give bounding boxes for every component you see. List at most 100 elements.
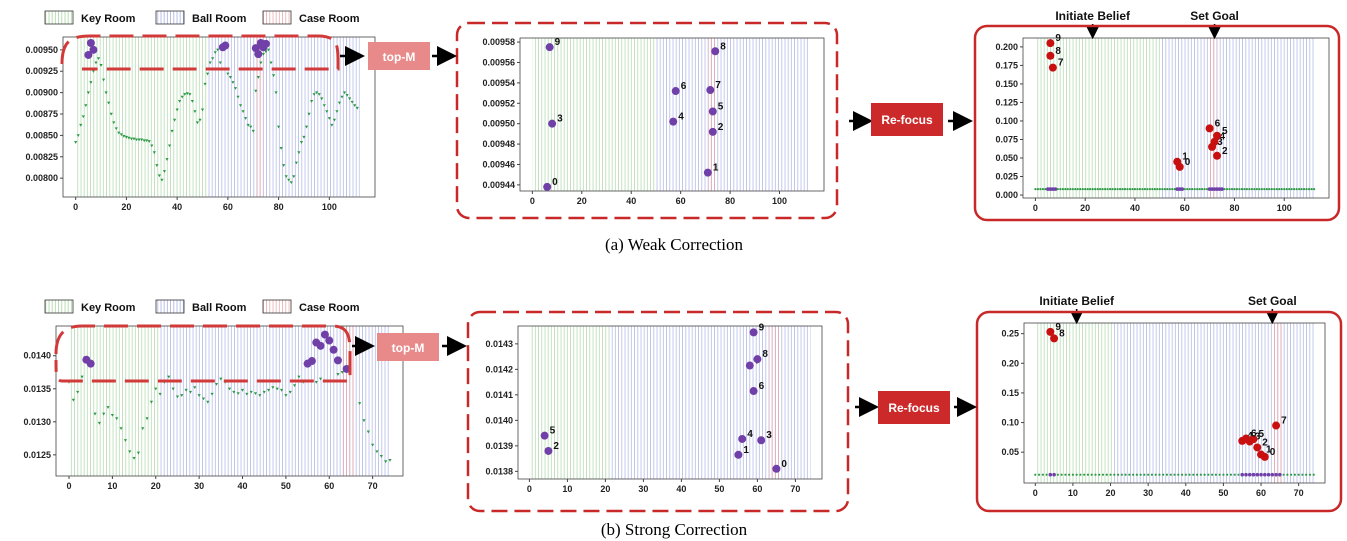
y-tick-label: 0.0139 — [485, 441, 513, 451]
data-point — [348, 97, 352, 101]
y-tick-label: 0.00952 — [482, 98, 515, 108]
baseline-point — [1280, 188, 1283, 191]
data-point — [330, 123, 334, 127]
baseline-point — [1238, 188, 1241, 191]
data-point — [708, 127, 717, 136]
x-tick-label: 80 — [725, 196, 735, 206]
region-key-room — [1035, 323, 1115, 483]
baseline-point — [1148, 188, 1151, 191]
region-case-room — [255, 37, 264, 197]
chart-strong-left: 0 10 20 30 40 50 60 70 0.0125 0.0130 0.0135 0.0140 — [23, 325, 404, 491]
baseline-point — [1056, 188, 1059, 191]
point-label: 4 — [747, 429, 753, 440]
region-case-room — [1209, 38, 1218, 198]
y-tick-label: 0.0138 — [485, 466, 513, 476]
point-label: 7 — [1058, 58, 1064, 69]
data-point — [269, 61, 273, 65]
data-point — [320, 97, 324, 101]
baseline-point — [1124, 473, 1127, 476]
data-point — [216, 48, 220, 52]
plot-frame — [519, 37, 825, 192]
data-point — [99, 64, 103, 67]
baseline-point — [1146, 188, 1149, 191]
data-point — [284, 175, 288, 179]
event-label: Set Goal — [1248, 294, 1297, 308]
baseline-point — [1268, 188, 1271, 191]
baseline-point — [1162, 473, 1165, 476]
data-point — [106, 406, 110, 409]
baseline-point — [1173, 188, 1176, 191]
right-panel-frame-b — [975, 310, 1343, 513]
caption-weak-correction: (a) Weak Correction — [605, 235, 744, 254]
baseline-point — [1165, 473, 1169, 476]
data-point — [279, 388, 284, 392]
baseline-point — [1312, 473, 1315, 476]
y-tick-label: 0.10 — [1001, 418, 1019, 428]
baseline-point — [1147, 473, 1150, 476]
point-label: 0 — [552, 177, 558, 188]
data-point — [703, 168, 712, 177]
region-case-room — [342, 326, 356, 476]
data-point — [772, 464, 781, 473]
event-label: Initiate Belief — [1039, 294, 1115, 308]
baseline-point — [1089, 188, 1092, 191]
baseline-point — [1225, 188, 1229, 191]
point-label: 9 — [1055, 33, 1061, 44]
x-tick-label: 50 — [1218, 488, 1228, 498]
baseline-point — [1034, 188, 1037, 191]
baseline-point — [1205, 188, 1209, 191]
baseline-point — [1041, 188, 1045, 191]
y-tick-label: 0.00954 — [482, 78, 515, 88]
x-tick-label: 0 — [67, 481, 72, 491]
baseline-point — [1101, 188, 1104, 191]
data-point — [147, 140, 151, 143]
baseline-point — [1253, 188, 1256, 191]
data-point — [76, 134, 80, 137]
x-tick-label: 40 — [1181, 488, 1191, 498]
baseline-point — [1069, 188, 1072, 191]
data-point — [236, 95, 240, 99]
data-point — [211, 57, 215, 60]
baseline-point — [1180, 187, 1185, 191]
data-point — [706, 86, 715, 95]
data-point — [226, 72, 230, 76]
baseline-point — [1059, 188, 1062, 191]
baseline-point — [1150, 473, 1154, 476]
baseline-point — [1285, 188, 1288, 191]
x-tick-label: 20 — [600, 484, 610, 494]
region-ball-room — [207, 37, 360, 197]
baseline-point — [1108, 188, 1112, 191]
baseline-point — [1217, 187, 1222, 191]
point-label: 8 — [1055, 46, 1061, 57]
data-point — [1173, 157, 1182, 166]
baseline-point — [1301, 473, 1304, 476]
y-tick-label: 0.00950 — [25, 45, 58, 55]
baseline-point — [1135, 473, 1138, 476]
baseline-point — [1126, 188, 1129, 191]
legend-ball-room: Ball Room — [192, 302, 247, 314]
data-point — [188, 93, 192, 96]
plot-frame — [1022, 37, 1330, 199]
data-point — [249, 390, 253, 394]
data-point — [261, 52, 265, 56]
baseline-point — [1184, 473, 1187, 476]
data-point — [122, 135, 126, 138]
y-tick-label: 0.00825 — [25, 152, 58, 162]
data-point — [1046, 51, 1055, 60]
point-label: 3 — [557, 114, 563, 125]
data-point — [91, 70, 96, 73]
x-tick-label: 40 — [1130, 203, 1140, 213]
baseline-point — [1196, 188, 1199, 191]
baseline-point — [1275, 188, 1278, 191]
data-point — [165, 158, 169, 161]
data-point — [84, 50, 93, 59]
data-point — [548, 119, 557, 128]
data-point — [150, 144, 154, 148]
baseline-point — [1177, 473, 1180, 476]
baseline-point — [1198, 188, 1201, 191]
top-m-box — [368, 42, 430, 70]
data-point — [1046, 327, 1055, 336]
data-point — [1249, 435, 1258, 444]
data-point — [543, 182, 552, 191]
baseline-point — [1220, 187, 1224, 191]
